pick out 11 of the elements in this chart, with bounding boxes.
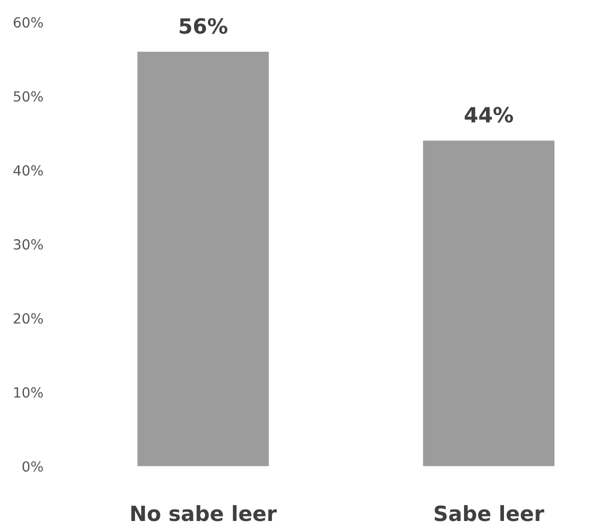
y-tick-label: 50%	[14, 91, 43, 102]
y-tick-label: 10%	[14, 387, 43, 398]
data-label: 44%	[464, 106, 514, 123]
y-tick-label: 0%	[22, 461, 43, 472]
data-label: 56%	[180, 18, 228, 34]
y-tick-label: 60%	[14, 17, 43, 28]
x-tick-label: No sabe leer	[131, 505, 277, 522]
y-tick-label: 20%	[14, 313, 43, 324]
x-tick-label: Sabe leer	[434, 505, 544, 522]
y-tick-label: 40%	[13, 165, 43, 176]
y-tick-label: 30%	[14, 239, 43, 250]
